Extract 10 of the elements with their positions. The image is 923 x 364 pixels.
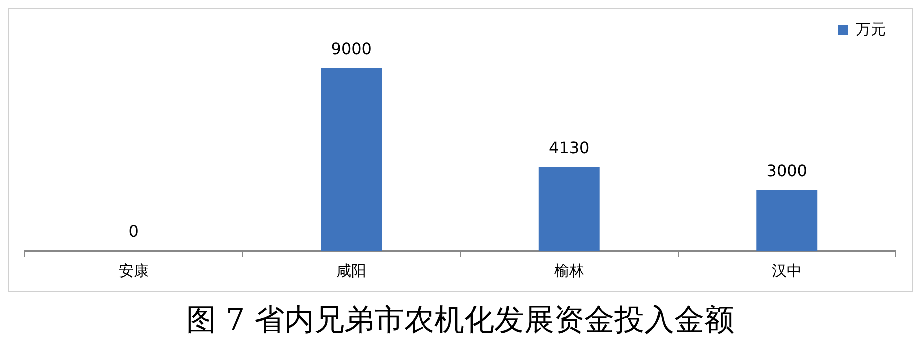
data-label: 4130 bbox=[549, 138, 590, 158]
legend-label: 万元 bbox=[856, 20, 886, 38]
text: 图 7 省内兄弟市农机化发展资金投入金额 bbox=[185, 302, 736, 340]
x-tick-label: 榆林 bbox=[554, 262, 584, 280]
data-label: 3000 bbox=[766, 161, 808, 180]
data-label: 0 bbox=[128, 222, 139, 242]
x-tick-label: 咸阳 bbox=[336, 262, 367, 280]
x-tick-label: 汉中 bbox=[772, 262, 802, 280]
data-label: 9000 bbox=[331, 39, 372, 58]
x-tick-label: 安康 bbox=[118, 262, 149, 280]
